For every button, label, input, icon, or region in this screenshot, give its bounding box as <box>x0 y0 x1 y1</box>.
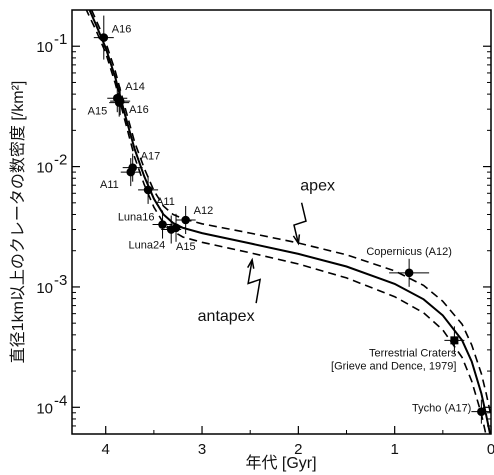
data-point <box>99 33 109 42</box>
point-label: Luna24 <box>128 240 165 252</box>
axis-ticks: 4 3 2 1 010-110-210-310-4 <box>36 9 494 458</box>
point-label: A15 <box>88 106 108 118</box>
data-point <box>477 407 486 416</box>
antapex-arrow <box>247 259 262 304</box>
point-label: A11 <box>156 196 175 208</box>
point-label: A14 <box>125 81 145 93</box>
antapex-label: antapex <box>198 308 255 325</box>
model-curves <box>85 10 491 434</box>
x-tick-label: 4 <box>102 441 110 458</box>
point-label: Copernicus (A12) <box>366 246 452 258</box>
y-tick-exponent: -4 <box>54 392 67 409</box>
data-point <box>181 215 190 225</box>
x-tick-label: 0 <box>487 441 494 458</box>
point-label: A12 <box>194 205 214 217</box>
annotations: apex antapex <box>198 178 335 325</box>
data-point <box>404 268 414 278</box>
data-point <box>115 96 125 106</box>
y-axis-title: 直径1km以上のクレータの数密度 [/km²] <box>9 81 27 364</box>
apex-arrow <box>293 202 307 244</box>
model-curve <box>88 10 491 434</box>
y-tick-exponent: -2 <box>54 152 67 169</box>
point-label: A11 <box>100 179 119 191</box>
y-tick-label: 10 <box>36 160 53 177</box>
data-point <box>450 336 459 345</box>
apex-arrowhead <box>292 234 301 246</box>
apex-label: apex <box>300 178 335 195</box>
y-tick-label: 10 <box>36 39 53 56</box>
point-label: A16 <box>112 24 132 36</box>
y-tick-label: 10 <box>36 280 53 297</box>
model-curve-bound-2 <box>85 10 487 434</box>
y-tick-exponent: -1 <box>54 31 67 48</box>
point-label: [Grieve and Dence, 1979] <box>331 360 456 372</box>
point-label: A16 <box>129 104 149 116</box>
point-label: Tycho (A17) <box>412 403 471 415</box>
point-label: A15 <box>176 241 196 253</box>
y-tick-exponent: -3 <box>54 272 67 289</box>
plot-frame <box>71 9 492 435</box>
x-axis-title: 年代 [Gyr] <box>245 454 316 472</box>
data-points: A16 A14 A15 A16 A17 A11 A11 A12 Luna16 Luna24 A15 C… <box>88 15 492 424</box>
x-tick-label: 1 <box>391 441 399 458</box>
x-tick-label: 2 <box>294 441 302 458</box>
data-point <box>126 167 136 177</box>
data-point <box>143 185 153 195</box>
data-point <box>158 220 167 229</box>
x-tick-label: 3 <box>198 441 206 458</box>
point-label: Terrestrial Craters <box>369 347 457 359</box>
y-tick-label: 10 <box>36 400 53 417</box>
data-point <box>171 223 181 233</box>
point-label: A17 <box>141 151 161 163</box>
point-label: Luna16 <box>118 212 155 224</box>
antapex-arrowhead <box>247 257 255 269</box>
